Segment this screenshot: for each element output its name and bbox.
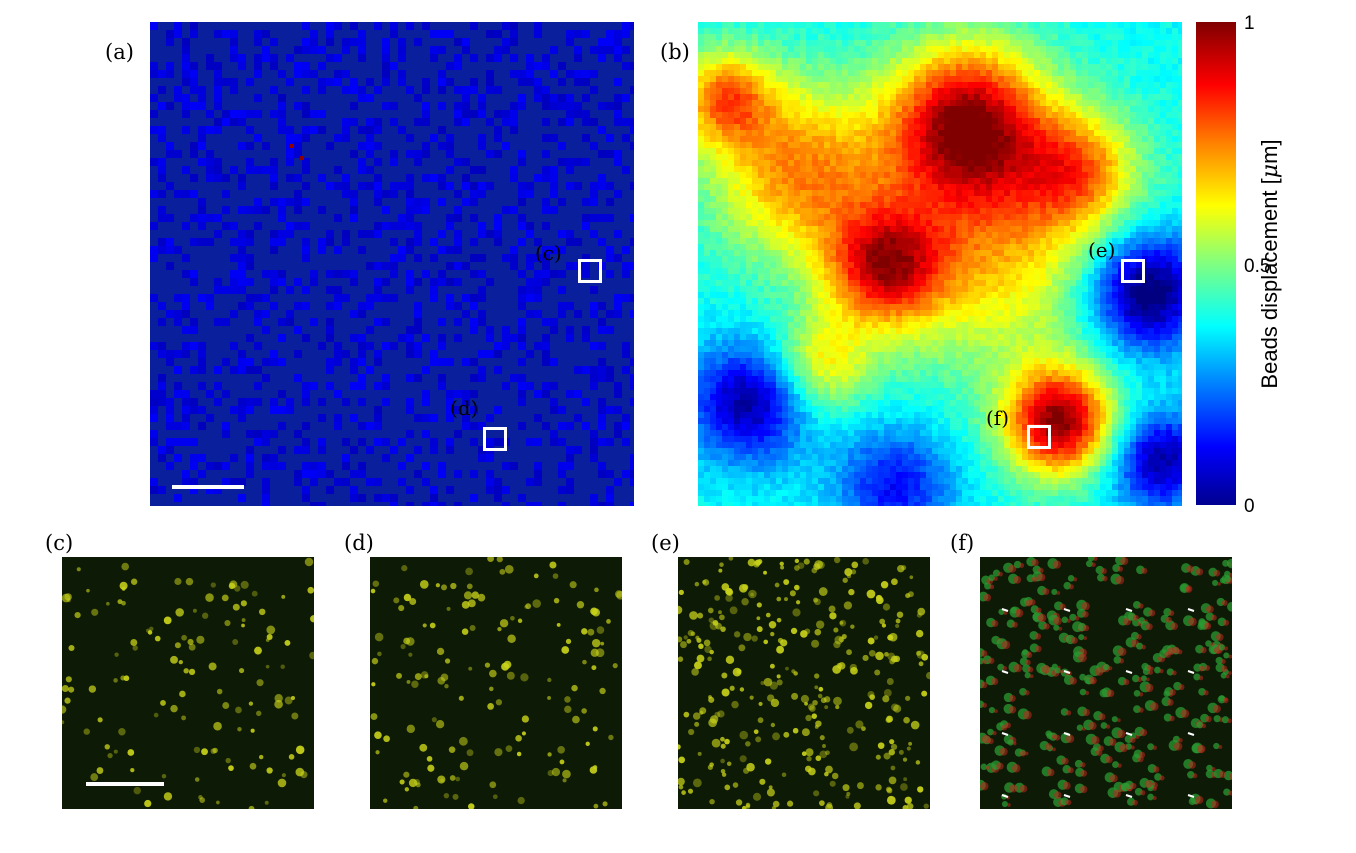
img-f-beads [980, 557, 1232, 809]
panel-c-label: (c) [45, 531, 74, 555]
bead-image-e [678, 557, 930, 809]
colorbar-unit-open: [ [1257, 178, 1282, 185]
panel-d-label: (d) [344, 531, 374, 555]
map-b-field [698, 22, 1182, 506]
roi-label-c: (c) [535, 241, 562, 265]
colorbar-tick-mid: 0.5 [1244, 256, 1271, 277]
scale-bar-micrograph [86, 782, 164, 786]
roi-box-e [1121, 259, 1145, 283]
panel-b-label: (b) [660, 40, 690, 64]
colorbar-unit-mu: μ [1258, 163, 1283, 179]
colorbar [1196, 22, 1236, 505]
roi-box-f [1027, 425, 1051, 449]
roi-box-c [578, 259, 602, 283]
roi-label-d: (d) [450, 396, 479, 420]
bead-image-d [370, 557, 622, 809]
bead-image-f [980, 557, 1232, 809]
scale-bar-map [172, 485, 244, 489]
roi-label-e: (e) [1088, 238, 1116, 262]
colorbar-unit-close: m] [1257, 139, 1282, 164]
panel-a-label: (a) [105, 40, 134, 64]
colorbar-tick-min: 0 [1244, 496, 1255, 517]
colorbar-title: Beads displacement [μm] [1257, 139, 1283, 388]
roi-label-f: (f) [986, 406, 1010, 430]
panel-e-label: (e) [651, 531, 680, 555]
img-d-beads [370, 557, 622, 809]
colorbar-title-text: Beads displacement [1257, 190, 1282, 389]
colorbar-tick-max: 1 [1244, 13, 1255, 34]
displacement-map-a [150, 22, 634, 506]
panel-f-label: (f) [950, 531, 975, 555]
img-e-beads [678, 557, 930, 809]
img-c-beads [62, 557, 314, 809]
displacement-map-b [698, 22, 1182, 506]
roi-box-d [483, 427, 507, 451]
map-a-field [150, 22, 634, 506]
bead-image-c [62, 557, 314, 809]
